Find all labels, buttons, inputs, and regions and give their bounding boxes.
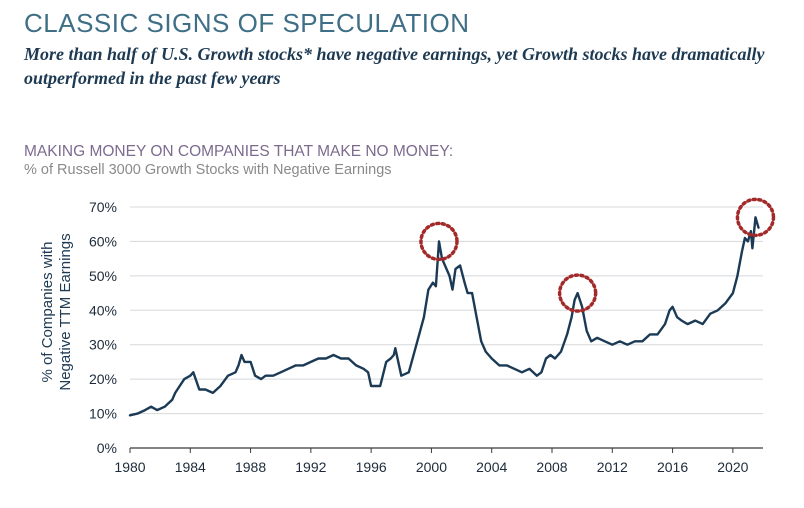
series-group xyxy=(128,216,760,417)
x-tick-label: 2020 xyxy=(717,459,748,475)
peak-highlight-circle xyxy=(557,273,598,313)
x-tick-label: 1988 xyxy=(235,459,266,475)
x-tick-label: 2016 xyxy=(657,459,688,475)
y-axis-title-line1: % of Companies with xyxy=(39,242,56,383)
y-axis-title-line2: Negative TTM Earnings xyxy=(57,233,74,390)
x-tick-label: 1980 xyxy=(114,459,145,475)
x-tick-label: 1984 xyxy=(175,459,206,475)
x-tick-label: 2012 xyxy=(597,459,628,475)
page-title: CLASSIC SIGNS OF SPECULATION xyxy=(24,8,470,38)
series-line xyxy=(128,216,760,417)
x-tick-label: 1992 xyxy=(295,459,326,475)
y-tick-label: 10% xyxy=(89,406,117,422)
x-tick-label: 2004 xyxy=(476,459,507,475)
highlight-group xyxy=(419,197,776,313)
y-tick-label: 50% xyxy=(89,268,117,284)
gridlines xyxy=(130,206,763,449)
x-tick-label: 2008 xyxy=(536,459,567,475)
y-tick-label: 20% xyxy=(89,371,117,387)
x-axis-ticks: 1980 1984 1988 1992 1996 2000 2004 2008 2012 2016… xyxy=(114,448,749,475)
x-tick-label: 2000 xyxy=(416,459,447,475)
page-subtitle: More than half of U.S. Growth stocks* ha… xyxy=(24,44,765,88)
y-tick-label: 0% xyxy=(97,440,117,456)
y-tick-label: 70% xyxy=(89,199,117,215)
y-axis-ticks: 0% 10% 20% 30% 40% 50% 60% 70% xyxy=(89,199,117,456)
peak-highlight-circle xyxy=(419,221,459,262)
y-tick-label: 60% xyxy=(89,233,117,249)
chart-subtitle: % of Russell 3000 Growth Stocks with Neg… xyxy=(24,162,392,178)
chart-title: MAKING MONEY ON COMPANIES THAT MAKE NO M… xyxy=(24,143,454,160)
y-tick-label: 30% xyxy=(89,337,117,353)
y-tick-label: 40% xyxy=(89,302,117,318)
x-tick-label: 1996 xyxy=(356,459,387,475)
peak-highlight-circle xyxy=(735,197,776,238)
